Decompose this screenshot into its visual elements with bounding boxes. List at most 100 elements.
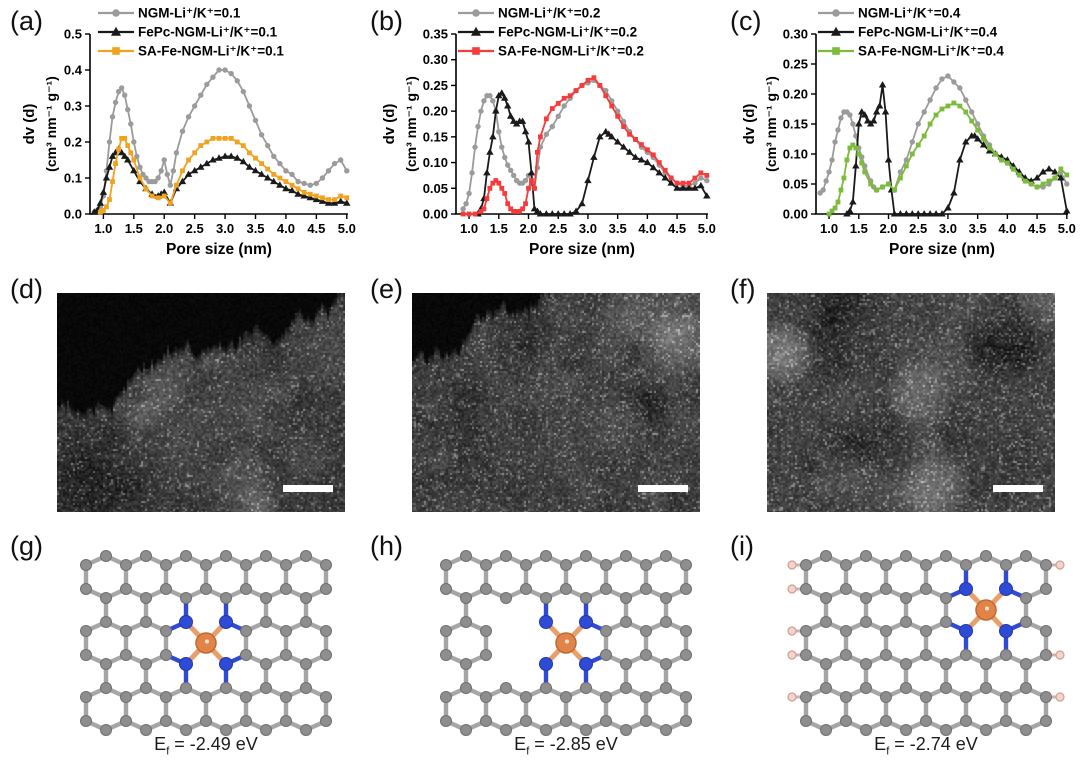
svg-text:0.05: 0.05 (783, 177, 808, 192)
svg-text:3.0: 3.0 (579, 221, 597, 236)
caption-symbol: E (514, 734, 527, 754)
structure-model-i (787, 550, 1065, 736)
svg-text:0.00: 0.00 (783, 207, 808, 222)
svg-text:3.0: 3.0 (939, 221, 957, 236)
svg-text:(cm³ nm⁻¹ g⁻¹): (cm³ nm⁻¹ g⁻¹) (43, 76, 59, 172)
svg-text:1.0: 1.0 (460, 221, 478, 236)
caption-symbol: E (874, 734, 887, 754)
svg-text:3.5: 3.5 (246, 221, 264, 236)
panel-label-c: (c) (730, 6, 762, 36)
svg-text:0.2: 0.2 (64, 135, 82, 150)
tem-image-e (412, 293, 700, 512)
scale-bar-f (993, 485, 1043, 492)
svg-text:0.20: 0.20 (423, 104, 448, 119)
panel-label-h: (h) (370, 531, 403, 561)
svg-text:4.5: 4.5 (668, 221, 686, 236)
svg-text:0.25: 0.25 (423, 78, 448, 93)
svg-text:dv (d): dv (d) (741, 104, 758, 145)
panel-d: (d) (0, 266, 360, 520)
svg-text:Pore size (nm): Pore size (nm) (529, 241, 635, 258)
svg-text:(cm³ nm⁻¹ g⁻¹): (cm³ nm⁻¹ g⁻¹) (403, 76, 419, 172)
caption-value: = -2.49 eV (169, 734, 258, 754)
svg-text:1.5: 1.5 (490, 221, 508, 236)
svg-text:SA-Fe-NGM-Li⁺/K⁺=0.1: SA-Fe-NGM-Li⁺/K⁺=0.1 (138, 44, 284, 59)
svg-text:4.5: 4.5 (307, 221, 325, 236)
svg-text:0.10: 0.10 (423, 155, 448, 170)
svg-text:1.5: 1.5 (850, 221, 868, 236)
svg-text:4.0: 4.0 (638, 221, 656, 236)
panel-label-e: (e) (370, 274, 403, 304)
svg-text:FePc-NGM-Li⁺/K⁺=0.4: FePc-NGM-Li⁺/K⁺=0.4 (858, 25, 998, 40)
caption-value: = -2.85 eV (529, 734, 618, 754)
panel-label-a: (a) (10, 6, 43, 36)
svg-text:0.15: 0.15 (423, 129, 448, 144)
svg-text:2.5: 2.5 (549, 221, 567, 236)
panel-f: (f) (720, 266, 1080, 520)
panel-a: (a) 0.0 0.1 0.2 0.3 0.4 0.5 1.0 1.5 2.0 2.5 3.0 3.5… (0, 0, 360, 266)
panel-b: (b) 0.00 0.05 0.10 0.15 0.20 0.25 0.30 0.35 1.0 1… (360, 0, 720, 266)
svg-text:0.35: 0.35 (423, 27, 448, 42)
scale-bar-d (283, 485, 333, 492)
svg-text:0.30: 0.30 (423, 52, 448, 67)
svg-text:0.30: 0.30 (783, 27, 808, 42)
panel-label-b: (b) (370, 6, 403, 36)
caption-value: = -2.74 eV (889, 734, 978, 754)
svg-text:2.0: 2.0 (519, 221, 537, 236)
svg-text:4.0: 4.0 (998, 221, 1016, 236)
tem-image-d (57, 293, 345, 512)
svg-text:NGM-Li⁺/K⁺=0.1: NGM-Li⁺/K⁺=0.1 (138, 6, 241, 21)
svg-text:FePc-NGM-Li⁺/K⁺=0.1: FePc-NGM-Li⁺/K⁺=0.1 (138, 25, 278, 40)
svg-text:0.15: 0.15 (783, 117, 808, 132)
svg-text:1.0: 1.0 (820, 221, 838, 236)
svg-text:0.05: 0.05 (423, 181, 448, 196)
svg-text:0.4: 0.4 (64, 63, 83, 78)
svg-text:0.00: 0.00 (423, 207, 448, 222)
structure-model-g (80, 550, 332, 736)
svg-text:4.0: 4.0 (277, 221, 295, 236)
caption-subscript: f (166, 745, 170, 758)
svg-text:NGM-Li⁺/K⁺=0.4: NGM-Li⁺/K⁺=0.4 (858, 6, 961, 21)
pore-size-distribution-chart-a: 0.0 0.1 0.2 0.3 0.4 0.5 1.0 1.5 2.0 2.5 3.0 3.5 4.0 4… (21, 6, 356, 259)
svg-text:FePc-NGM-Li⁺/K⁺=0.2: FePc-NGM-Li⁺/K⁺=0.2 (498, 25, 637, 40)
tem-image-f (767, 293, 1055, 512)
svg-text:1.5: 1.5 (125, 221, 143, 236)
svg-text:0.3: 0.3 (64, 99, 82, 114)
svg-text:5.0: 5.0 (698, 221, 716, 236)
structure-model-h (440, 550, 692, 736)
formation-energy-caption-i: Ef = -2.74 eV (781, 734, 1071, 758)
svg-text:2.0: 2.0 (879, 221, 897, 236)
panel-h: (h) Ef = -2.85 eV (360, 520, 720, 767)
panel-e: (e) (360, 266, 720, 520)
pore-size-distribution-chart-c: 0.00 0.05 0.10 0.15 0.20 0.25 0.30 1.0 1.5 2.0 2.5… (741, 6, 1076, 259)
panel-label-f: (f) (730, 274, 756, 304)
svg-text:dv (d): dv (d) (21, 104, 38, 145)
svg-text:0.1: 0.1 (64, 171, 82, 186)
caption-subscript: f (886, 745, 890, 758)
svg-text:4.5: 4.5 (1028, 221, 1046, 236)
svg-text:2.5: 2.5 (186, 221, 204, 236)
panel-c: (c) 0.00 0.05 0.10 0.15 0.20 0.25 0.30 1.0 1.5 2.… (720, 0, 1080, 266)
svg-text:5.0: 5.0 (338, 221, 356, 236)
svg-text:dv (d): dv (d) (381, 104, 398, 145)
panel-i: (i) Ef = -2.74 eV (720, 520, 1080, 767)
caption-subscript: f (526, 745, 530, 758)
svg-text:0.20: 0.20 (783, 87, 808, 102)
svg-text:(cm³ nm⁻¹ g⁻¹): (cm³ nm⁻¹ g⁻¹) (763, 76, 779, 172)
svg-text:SA-Fe-NGM-Li⁺/K⁺=0.2: SA-Fe-NGM-Li⁺/K⁺=0.2 (498, 44, 644, 59)
svg-text:5.0: 5.0 (1058, 221, 1076, 236)
panel-g: (g) Ef = -2.49 eV (0, 520, 360, 767)
svg-text:SA-Fe-NGM-Li⁺/K⁺=0.4: SA-Fe-NGM-Li⁺/K⁺=0.4 (858, 44, 1004, 59)
panel-label-d: (d) (10, 274, 43, 304)
svg-text:Pore size (nm): Pore size (nm) (889, 241, 995, 258)
caption-symbol: E (154, 734, 167, 754)
svg-text:2.5: 2.5 (909, 221, 927, 236)
svg-text:0.5: 0.5 (64, 27, 82, 42)
formation-energy-caption-h: Ef = -2.85 eV (421, 734, 711, 758)
panel-label-i: (i) (730, 531, 754, 561)
svg-text:1.0: 1.0 (94, 221, 112, 236)
svg-text:3.5: 3.5 (609, 221, 627, 236)
svg-text:2.0: 2.0 (155, 221, 173, 236)
panel-label-g: (g) (10, 531, 43, 561)
svg-text:Pore size (nm): Pore size (nm) (166, 241, 272, 258)
